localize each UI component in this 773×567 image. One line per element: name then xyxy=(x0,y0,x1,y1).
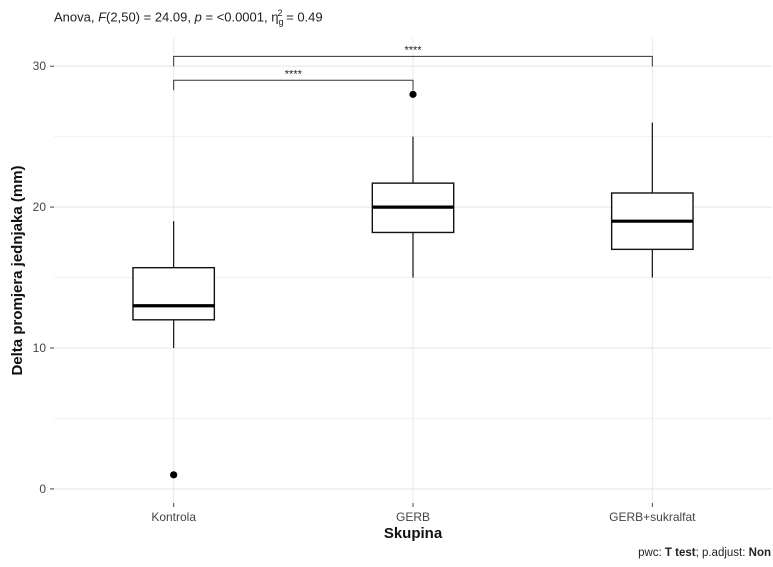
chart-caption: pwc: T test; p.adjust: Non xyxy=(638,547,771,559)
box-outlier-point xyxy=(170,471,178,479)
y-tick-label: 20 xyxy=(33,200,47,214)
significance-label: **** xyxy=(285,68,303,80)
y-tick-label: 0 xyxy=(39,482,46,496)
significance-label: **** xyxy=(404,44,422,56)
box-body xyxy=(132,266,216,321)
box-outlier-point xyxy=(409,90,417,98)
significance-bracket xyxy=(173,79,414,91)
x-tick-label: GERB xyxy=(396,510,430,524)
x-axis-title: Skupina xyxy=(384,525,443,542)
y-tick-label: 30 xyxy=(33,59,47,73)
significance-bracket xyxy=(173,55,653,67)
x-tick-label: GERB+sukralfat xyxy=(609,510,696,524)
y-axis-title: Delta promjera jednjaka (mm) xyxy=(9,165,26,375)
x-tick-label: Kontrola xyxy=(151,510,196,524)
chart-subtitle: Anova, F(2,50) = 24.09, p = <0.0001, ηg2… xyxy=(54,8,323,27)
y-tick-label: 10 xyxy=(33,341,47,355)
